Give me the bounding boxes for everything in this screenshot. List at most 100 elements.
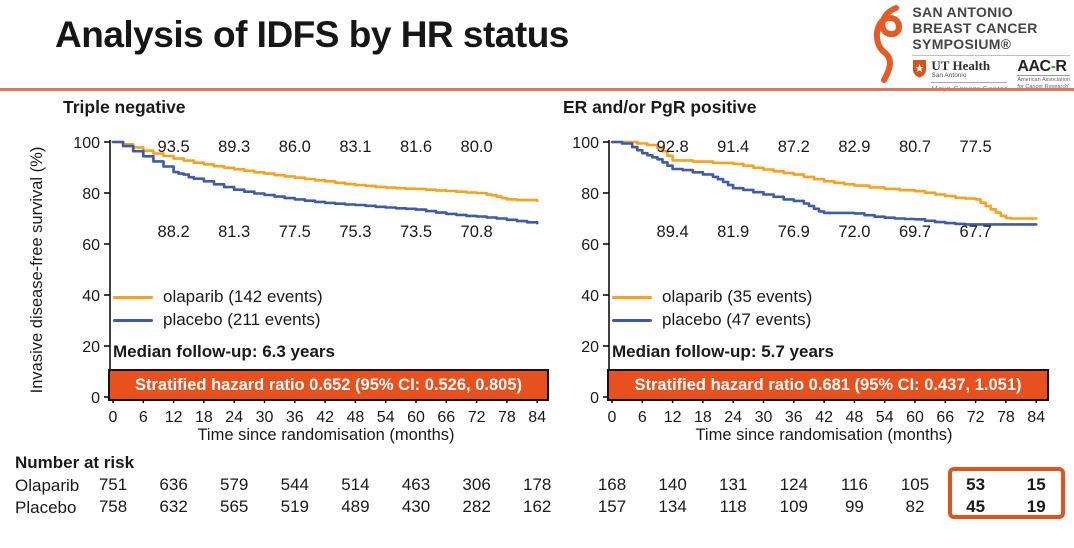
risk-value-placebo: 519 bbox=[281, 497, 309, 516]
km-curve-placebo bbox=[111, 140, 539, 225]
risk-value-placebo: 118 bbox=[720, 497, 747, 516]
y-tick-label: 100 bbox=[73, 135, 100, 152]
risk-value-olaparib: 306 bbox=[462, 475, 490, 494]
y-tick-label: 40 bbox=[581, 288, 599, 305]
risk-value-olaparib: 544 bbox=[281, 475, 309, 494]
median-follow-up-right: Median follow-up: 5.7 years bbox=[612, 342, 834, 361]
y-tick-label: 40 bbox=[82, 288, 100, 305]
olaparib-pct-label: 77.5 bbox=[960, 138, 992, 156]
legend-label-olaparib: olaparib (35 events) bbox=[662, 287, 813, 306]
risk-value-placebo: 632 bbox=[159, 497, 187, 516]
risk-value-olaparib: 636 bbox=[159, 475, 187, 494]
olaparib-pct-label: 87.2 bbox=[778, 138, 810, 156]
risk-value-placebo: 157 bbox=[598, 497, 626, 516]
aacr-green-dash: - bbox=[1050, 58, 1056, 75]
risk-value-placebo: 45 bbox=[966, 497, 985, 516]
x-tick-label: 24 bbox=[724, 409, 742, 426]
y-tick-label: 0 bbox=[91, 390, 100, 407]
risk-value-placebo: 109 bbox=[780, 497, 808, 516]
olaparib-pct-label: 86.0 bbox=[279, 138, 311, 156]
olaparib-pct-label: 93.5 bbox=[158, 138, 190, 156]
legend-label-placebo: placebo (211 events) bbox=[163, 310, 321, 329]
risk-value-olaparib: 140 bbox=[658, 475, 686, 494]
risk-value-olaparib: 463 bbox=[402, 475, 430, 494]
panel-title-er-pgr-positive: ER and/or PgR positive bbox=[563, 97, 757, 117]
legend-label-placebo: placebo (47 events) bbox=[662, 310, 812, 329]
page-title: Analysis of IDFS by HR status bbox=[55, 14, 569, 55]
olaparib-line-swatch bbox=[113, 295, 153, 299]
legend-item-placebo: placebo (211 events) bbox=[113, 311, 323, 329]
ut-health-sub: San Antonio bbox=[931, 72, 967, 79]
x-tick-label: 78 bbox=[498, 409, 516, 426]
ut-shield-icon bbox=[913, 60, 927, 78]
risk-value-placebo: 430 bbox=[402, 497, 430, 516]
risk-value-placebo: 99 bbox=[845, 497, 864, 516]
km-curve-placebo bbox=[610, 140, 1038, 226]
header-divider bbox=[0, 88, 1074, 91]
risk-value-olaparib: 168 bbox=[598, 475, 626, 494]
x-tick-label: 30 bbox=[755, 409, 773, 426]
x-tick-label: 18 bbox=[694, 409, 712, 426]
sabcs-line3: SYMPOSIUM® bbox=[912, 36, 1012, 52]
placebo-pct-label: 70.8 bbox=[461, 223, 493, 241]
olaparib-pct-label: 80.0 bbox=[461, 138, 493, 156]
risk-value-placebo: 134 bbox=[658, 497, 686, 516]
aacr-wordmark: AAC-R bbox=[1017, 58, 1067, 75]
x-tick-label: 42 bbox=[316, 409, 334, 426]
x-tick-label: 66 bbox=[936, 409, 954, 426]
median-follow-up-left: Median follow-up: 6.3 years bbox=[113, 342, 335, 361]
olaparib-pct-label: 83.1 bbox=[339, 138, 371, 156]
olaparib-pct-label: 80.7 bbox=[899, 138, 931, 156]
x-tick-label: 72 bbox=[468, 409, 486, 426]
x-tick-label: 36 bbox=[286, 409, 304, 426]
x-tick-label: 0 bbox=[109, 409, 118, 426]
placebo-pct-label: 73.5 bbox=[400, 223, 432, 241]
placebo-pct-label: 81.9 bbox=[717, 223, 749, 241]
risk-value-olaparib: 131 bbox=[719, 475, 747, 494]
y-tick-label: 80 bbox=[581, 186, 599, 203]
x-tick-label: 24 bbox=[225, 409, 243, 426]
x-tick-label: 66 bbox=[437, 409, 455, 426]
risk-value-olaparib: 15 bbox=[1027, 475, 1046, 494]
x-tick-label: 36 bbox=[785, 409, 803, 426]
y-tick-label: 60 bbox=[581, 237, 599, 254]
placebo-pct-label: 75.3 bbox=[339, 223, 371, 241]
x-tick-label: 78 bbox=[997, 409, 1015, 426]
placebo-pct-label: 69.7 bbox=[899, 223, 931, 241]
placebo-pct-label: 81.3 bbox=[218, 223, 250, 241]
risk-value-olaparib: 53 bbox=[966, 475, 985, 494]
x-tick-label: 60 bbox=[906, 409, 924, 426]
x-tick-label: 54 bbox=[876, 409, 894, 426]
sabcs-logo: SAN ANTONIO BREAST CANCER SYMPOSIUM® UT … bbox=[866, 4, 1070, 93]
legend-item-olaparib: olaparib (35 events) bbox=[612, 288, 812, 306]
risk-value-placebo: 19 bbox=[1027, 497, 1046, 516]
risk-value-placebo: 82 bbox=[906, 497, 925, 516]
x-tick-label: 84 bbox=[1027, 409, 1045, 426]
y-tick-label: 60 bbox=[82, 237, 100, 254]
panel-title-triple-negative: Triple negative bbox=[63, 97, 186, 117]
aacr-subtext1: American Association bbox=[1017, 75, 1070, 83]
km-curve-olaparib bbox=[610, 140, 1038, 220]
risk-value-olaparib: 514 bbox=[341, 475, 369, 494]
hazard-ratio-box-right: Stratified hazard ratio 0.681 (95% CI: 0… bbox=[607, 369, 1049, 401]
risk-value-placebo: 565 bbox=[220, 497, 248, 516]
olaparib-line-swatch bbox=[612, 295, 652, 299]
aacr-logo: AAC-R American Association for Cancer Re… bbox=[1017, 59, 1070, 90]
x-tick-label: 60 bbox=[407, 409, 425, 426]
y-axis-label: Invasive disease-free survival (%) bbox=[28, 147, 46, 394]
risk-value-olaparib: 751 bbox=[99, 475, 127, 494]
olaparib-pct-label: 91.4 bbox=[717, 138, 749, 156]
legend-item-placebo: placebo (47 events) bbox=[612, 311, 812, 329]
aacr-subtext2: for Cancer Research' bbox=[1017, 83, 1070, 90]
x-tick-label: 42 bbox=[815, 409, 833, 426]
legend-item-olaparib: olaparib (142 events) bbox=[113, 288, 323, 306]
x-tick-label: 12 bbox=[165, 409, 183, 426]
olaparib-pct-label: 81.6 bbox=[400, 138, 432, 156]
x-tick-label: 72 bbox=[967, 409, 985, 426]
legend-label-olaparib: olaparib (142 events) bbox=[163, 287, 323, 306]
placebo-line-swatch bbox=[113, 318, 153, 322]
sabcs-line2: BREAST CANCER bbox=[912, 20, 1038, 36]
legend-left: olaparib (142 events) placebo (211 event… bbox=[113, 288, 323, 329]
y-tick-label: 100 bbox=[572, 135, 599, 152]
